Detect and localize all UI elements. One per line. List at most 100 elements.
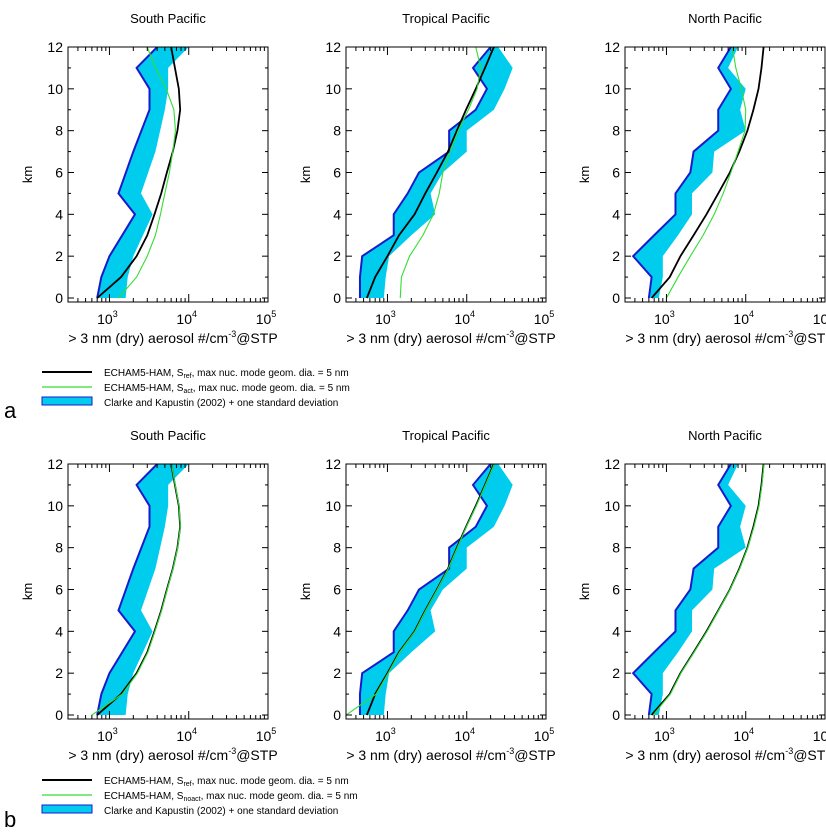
x-tick-label: 104 (733, 309, 754, 327)
plot-area (91, 464, 189, 716)
y-tick-label: 0 (55, 290, 63, 306)
axes-frame (345, 46, 547, 303)
chart-panel-2: North Pacific 0 2 4 6 8 10 12 103 104 105 > 3 nm (d… (577, 11, 826, 346)
band-series (633, 464, 746, 715)
y-tick-label: 6 (612, 165, 620, 181)
x-tick-label: 104 (176, 726, 197, 744)
y-axis-label: km (298, 166, 313, 183)
axes-frame (624, 46, 826, 303)
y-axis-label: km (20, 583, 35, 600)
y-tick-label: 12 (604, 456, 620, 472)
x-tick-label: 105 (813, 726, 826, 744)
x-tick-label: 104 (733, 726, 754, 744)
band-lower-edge (96, 47, 158, 299)
x-tick-label: 103 (375, 309, 396, 327)
axes-frame (67, 46, 269, 303)
x-tick-label: 105 (534, 726, 555, 744)
x-tick-label: 104 (454, 309, 475, 327)
y-tick-label: 6 (55, 582, 63, 598)
chart-panel-4: Tropical Pacific 0 2 4 6 8 10 12 103 104 105 > 3 nm… (298, 428, 556, 763)
line-series-1 (650, 47, 765, 299)
y-tick-label: 2 (612, 248, 620, 264)
x-axis-label: > 3 nm (dry) aerosol #/cm-3@STP (625, 329, 826, 346)
line-series-2 (346, 464, 495, 716)
legend-label: Clarke and Kapustin (2002) + one standar… (104, 806, 338, 817)
y-tick-label: 4 (333, 623, 341, 639)
y-tick-label: 12 (325, 39, 341, 55)
chart-panel-1: Tropical Pacific 0 2 4 6 8 10 12 103 104 105 > 3 nm… (298, 11, 556, 346)
x-tick-label: 105 (256, 726, 277, 744)
panel-title: Tropical Pacific (402, 428, 490, 443)
legend-label: ECHAM5-HAM, Snoact, max nuc. mode geom. … (104, 791, 358, 803)
y-axis-label: km (577, 166, 592, 183)
axes-frame (345, 463, 547, 720)
panel-letter-a: a (4, 398, 17, 423)
y-tick-label: 4 (612, 623, 620, 639)
panel-title: Tropical Pacific (402, 11, 490, 26)
band-lower-edge (358, 47, 492, 298)
y-tick-label: 10 (604, 498, 620, 514)
y-tick-label: 0 (333, 290, 341, 306)
x-axis-label: > 3 nm (dry) aerosol #/cm-3@STP (68, 329, 277, 346)
line-series-2 (118, 47, 177, 299)
band-lower-edge (631, 464, 733, 716)
x-tick-label: 105 (534, 309, 555, 327)
y-tick-label: 0 (612, 290, 620, 306)
x-tick-label: 105 (813, 309, 826, 327)
y-tick-label: 2 (333, 248, 341, 264)
x-tick-label: 104 (454, 726, 475, 744)
x-axis-label: > 3 nm (dry) aerosol #/cm-3@STP (346, 746, 555, 763)
chart-panel-0: South Pacific 0 2 4 6 8 10 12 103 104 105 > 3 nm (d… (20, 11, 278, 346)
panel-title: South Pacific (130, 11, 206, 26)
y-tick-label: 10 (47, 81, 63, 97)
y-tick-label: 12 (604, 39, 620, 55)
chart-panel-5: North Pacific 0 2 4 6 8 10 12 103 104 105 > 3 nm (d… (577, 428, 826, 763)
y-tick-label: 0 (612, 707, 620, 723)
y-tick-label: 12 (325, 456, 341, 472)
band-lower-edge (96, 464, 158, 716)
y-tick-label: 12 (47, 456, 63, 472)
panel-title: North Pacific (688, 428, 762, 443)
y-tick-label: 6 (333, 582, 341, 598)
y-tick-label: 4 (612, 206, 620, 222)
y-tick-label: 8 (55, 540, 63, 556)
plot-area (631, 47, 765, 299)
band-series (97, 47, 189, 298)
band-series (633, 47, 746, 298)
x-tick-label: 103 (654, 309, 675, 327)
y-tick-label: 12 (47, 39, 63, 55)
line-series-2 (399, 47, 482, 299)
y-tick-label: 10 (325, 498, 341, 514)
y-tick-label: 4 (333, 206, 341, 222)
line-series-2 (652, 464, 765, 716)
y-axis-label: km (20, 166, 35, 183)
legend-label: ECHAM5-HAM, Sact, max nuc. mode geom. di… (104, 383, 350, 395)
line-series-2 (665, 47, 747, 299)
y-tick-label: 2 (55, 665, 63, 681)
y-tick-label: 4 (55, 206, 63, 222)
legend-swatch-band (41, 804, 93, 814)
panel-title: North Pacific (688, 11, 762, 26)
line-series-2 (91, 464, 181, 716)
panel-title: South Pacific (130, 428, 206, 443)
y-tick-label: 8 (333, 540, 341, 556)
plot-area (96, 47, 189, 299)
band-lower-edge (631, 47, 733, 299)
x-tick-label: 104 (176, 309, 197, 327)
y-tick-label: 0 (333, 707, 341, 723)
plot-area (358, 47, 513, 299)
y-tick-label: 2 (55, 248, 63, 264)
x-tick-label: 103 (97, 726, 118, 744)
legend-swatch-band (41, 396, 93, 406)
x-tick-label: 103 (97, 309, 118, 327)
x-tick-label: 103 (375, 726, 396, 744)
y-axis-label: km (577, 583, 592, 600)
x-axis-label: > 3 nm (dry) aerosol #/cm-3@STP (68, 746, 277, 763)
line-series-1 (366, 47, 495, 299)
plot-area (346, 464, 513, 716)
y-tick-label: 0 (55, 707, 63, 723)
line-series-1 (96, 47, 182, 299)
band-series (97, 464, 189, 715)
axes-frame (624, 463, 826, 720)
axes-frame (67, 463, 269, 720)
